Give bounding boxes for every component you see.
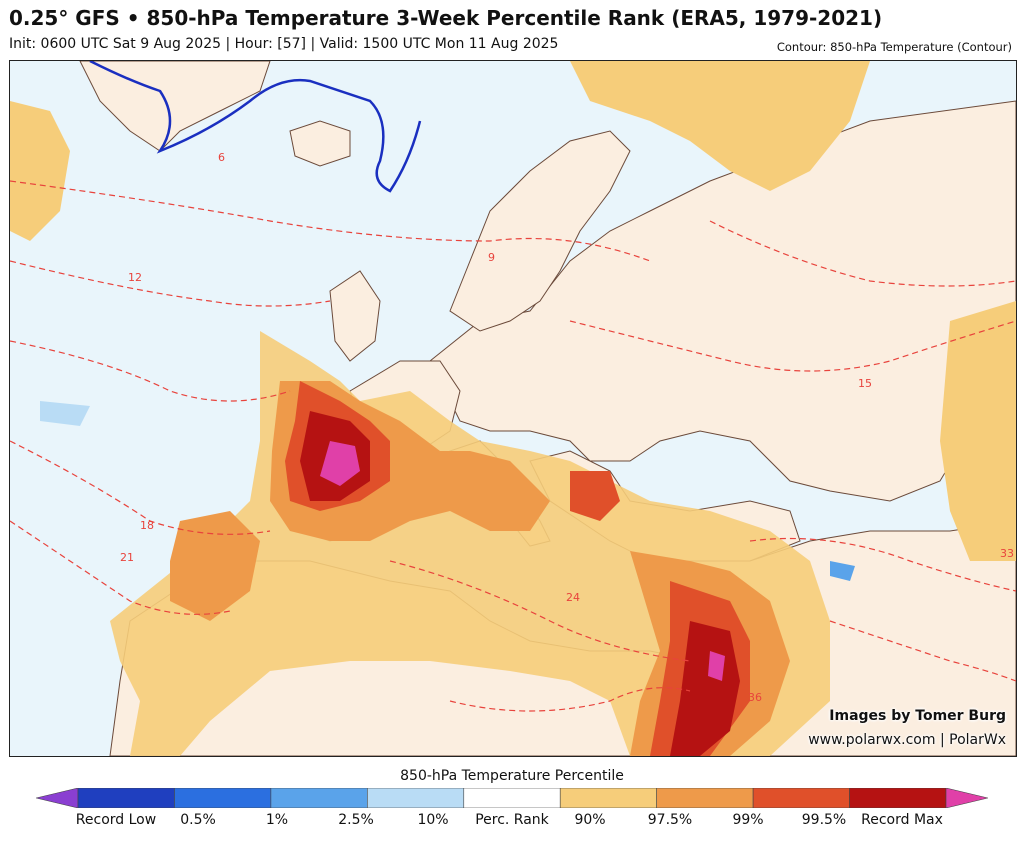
- shade-record-max-middle-east: [708, 651, 725, 681]
- credit-author: Images by Tomer Burg: [829, 708, 1006, 724]
- contour-note: Contour: 850-hPa Temperature (Contour): [776, 40, 1012, 54]
- legend-swatch-record-max: [945, 788, 988, 808]
- contour-line: [10, 440, 271, 535]
- legend-colorbar: [36, 788, 988, 808]
- contour-label: 9: [488, 251, 495, 264]
- legend-swatch: [656, 788, 754, 808]
- shade-90-greenland-west: [10, 101, 70, 241]
- contour-line: [10, 520, 231, 615]
- legend-swatch: [77, 788, 175, 808]
- legend-label: 2.5%: [338, 812, 374, 828]
- contour-line: [10, 340, 291, 402]
- legend-label: 97.5%: [647, 812, 693, 828]
- contour-label-group: 6 9 12 15 18 21 24 33 36: [120, 151, 1014, 704]
- shade-10-atlantic: [40, 401, 90, 426]
- contour-label: 33: [1000, 547, 1014, 560]
- map-title: 0.25° GFS • 850-hPa Temperature 3-Week P…: [9, 6, 883, 30]
- map-subtitle: Init: 0600 UTC Sat 9 Aug 2025 | Hour: [5…: [9, 36, 559, 52]
- legend-swatch: [559, 788, 657, 808]
- temperature-contours: [10, 180, 1016, 712]
- legend-label: 99.5%: [801, 812, 847, 828]
- shade-25-iraq: [830, 561, 855, 581]
- contour-line: [449, 687, 691, 712]
- legend-swatch: [270, 788, 368, 808]
- map-panel[interactable]: 6 9 12 15 18 21 24 33 36 Images by Tomer…: [9, 60, 1017, 757]
- shade-975-north-africa: [170, 511, 260, 621]
- contour-line: [569, 320, 1016, 372]
- contour-label: 21: [120, 551, 134, 564]
- shade-90-east-iran: [940, 301, 1016, 561]
- contour-label: 12: [128, 271, 142, 284]
- legend-label: Perc. Rank: [475, 812, 549, 828]
- contour-line: [709, 220, 1016, 287]
- legend-swatch: [463, 788, 561, 808]
- shade-record-max-iberia: [320, 441, 360, 486]
- land-scandinavia: [449, 130, 631, 332]
- legend-label: 0.5%: [180, 812, 216, 828]
- legend-label: 1%: [265, 812, 289, 828]
- contour-label: 6: [218, 151, 225, 164]
- contour-label: 15: [858, 377, 872, 390]
- contour-line: [829, 620, 1016, 682]
- contour-label: 36: [748, 691, 762, 704]
- legend-swatch: [849, 788, 947, 808]
- land-eurasia: [429, 100, 1016, 502]
- legend-label: 99%: [732, 812, 764, 828]
- contour-line: [389, 560, 691, 662]
- credit-website: www.polarwx.com | PolarWx: [808, 732, 1006, 748]
- legend-labels: Record Low 0.5% 1% 2.5% 10% Perc. Rank 9…: [0, 812, 1024, 836]
- legend-swatch-record-low: [36, 788, 79, 808]
- legend-title: 850-hPa Temperature Percentile: [400, 768, 624, 784]
- legend-label: 90%: [574, 812, 606, 828]
- percentile-shading: [10, 61, 1016, 756]
- legend-label: Record Low: [75, 812, 157, 828]
- freezing-contour: [89, 61, 422, 193]
- land-greenland: [79, 61, 271, 152]
- legend-label: 10%: [417, 812, 449, 828]
- contour-label: 24: [566, 591, 580, 604]
- land-british-isles: [329, 270, 381, 362]
- legend-swatch: [174, 788, 272, 808]
- legend-swatch: [367, 788, 465, 808]
- contour-line: [10, 180, 651, 262]
- legend-swatch: [752, 788, 850, 808]
- shade-99-balkans: [570, 471, 620, 521]
- contour-line: [749, 537, 1016, 592]
- shade-90-north-russia: [570, 61, 870, 191]
- shade-995-middle-east: [670, 621, 740, 756]
- map-canvas: 6 9 12 15 18 21 24 33 36: [10, 61, 1016, 756]
- land-iceland: [289, 120, 351, 167]
- contour-line: [10, 260, 331, 307]
- legend-label: Record Max: [861, 812, 943, 828]
- contour-label: 18: [140, 519, 154, 532]
